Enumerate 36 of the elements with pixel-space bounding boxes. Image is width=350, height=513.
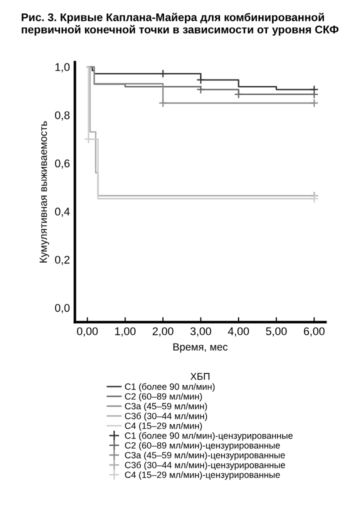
chart-title: Рис. 3. Кривые Каплана-Майера для комбинированной первичной конечной точки в зависимости от уровня СКФ: [22, 12, 338, 36]
legend-label: C3б (30–44 мл/мин): [125, 412, 208, 421]
point: [158, 69, 168, 78]
point: [310, 90, 319, 99]
y-tick-label: 1,0: [55, 63, 70, 72]
point: [310, 98, 319, 108]
point: [310, 194, 319, 204]
x-tick-label: 4,00: [228, 327, 249, 336]
legend-label: C1 (более 90 мл/мин)-цензурированные: [125, 432, 293, 441]
legend-label: C3a (45–59 мл/мин)-цензурированные: [125, 452, 285, 460]
legend-label: C3б (30–44 мл/мин)-цензурированные: [125, 462, 286, 470]
point: [84, 134, 93, 144]
x-tick-label: 5,00: [266, 327, 287, 336]
x-tick-label: 1,00: [115, 327, 136, 336]
legend-label: C1 (более 90 мл/мин): [125, 383, 215, 392]
legend-label: C3a (45–59 мл/мин): [125, 402, 207, 412]
legend-label: C2 (60–89 мл/мин): [125, 392, 202, 402]
x-axis-title: Время, мес: [173, 343, 228, 353]
y-axis-title: Кумулятивная выживаемость: [40, 121, 50, 263]
x-tick-label: 2,00: [152, 327, 174, 336]
legend-title: ХБП: [190, 373, 210, 380]
point: [196, 75, 206, 84]
x-tick-label: 3,00: [190, 327, 212, 336]
legend-label: C4 (15–29 мл/мин): [125, 422, 202, 431]
x-tick-label: 0,00: [76, 327, 98, 336]
point: [234, 90, 243, 99]
point: [158, 98, 168, 108]
y-tick-label: 0,6: [55, 159, 70, 169]
point: [196, 85, 206, 94]
legend-label: C4 (15–29 мл/мин)-цензурированные: [125, 471, 280, 480]
y-tick-label: 0,8: [55, 111, 70, 120]
y-tick-label: 0,0: [55, 304, 70, 314]
legend-label: C2 (60–89 мл/мин)-цензурированные: [125, 442, 280, 450]
y-tick-label: 0,4: [55, 208, 70, 217]
y-tick-label: 0,2: [55, 256, 70, 265]
x-tick-label: 6,00: [304, 327, 325, 336]
